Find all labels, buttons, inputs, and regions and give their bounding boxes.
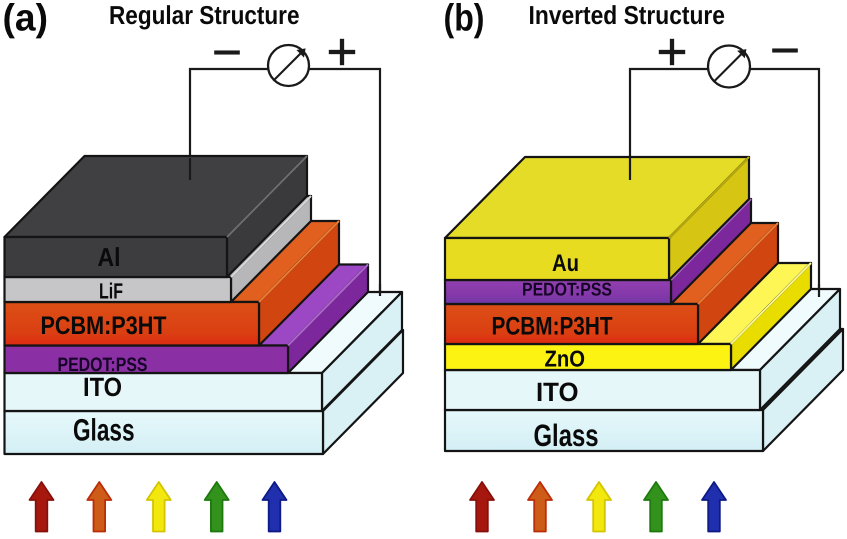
- svg-text:LiF: LiF: [99, 279, 123, 304]
- svg-text:PCBM:P3HT: PCBM:P3HT: [492, 313, 613, 341]
- svg-text:Al: Al: [98, 242, 121, 272]
- svg-text:Glass: Glass: [73, 413, 135, 448]
- svg-text:PEDOT:PSS: PEDOT:PSS: [522, 278, 612, 299]
- svg-text:Inverted Structure: Inverted Structure: [529, 0, 726, 30]
- svg-text:ITO: ITO: [536, 377, 579, 407]
- svg-text:Glass: Glass: [534, 418, 599, 453]
- svg-text:Au: Au: [552, 250, 579, 277]
- svg-text:ITO: ITO: [83, 372, 122, 402]
- svg-text:PCBM:P3HT: PCBM:P3HT: [41, 312, 167, 340]
- svg-text:(a): (a): [3, 0, 49, 40]
- svg-text:(b): (b): [444, 0, 485, 40]
- svg-text:PEDOT:PSS: PEDOT:PSS: [58, 354, 148, 376]
- svg-text:ZnO: ZnO: [545, 346, 586, 372]
- svg-text:Regular Structure: Regular Structure: [109, 0, 300, 30]
